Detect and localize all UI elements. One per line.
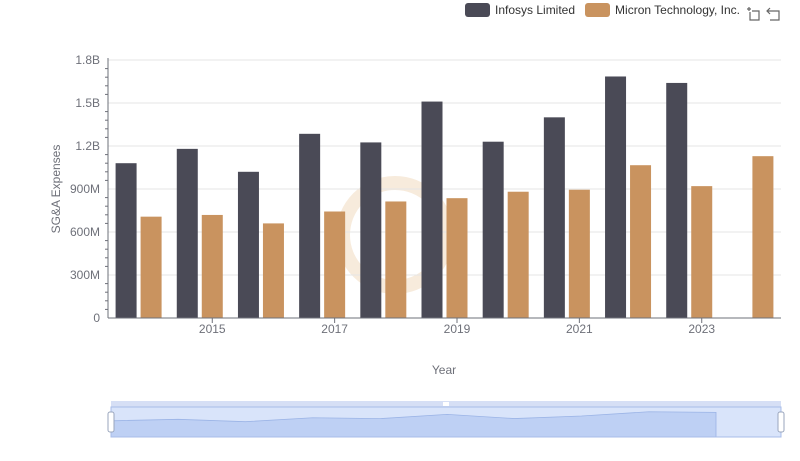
x-tick-label: 2021 (566, 322, 593, 336)
axes (105, 58, 781, 323)
bar-infosys-2018[interactable] (360, 142, 382, 318)
bar-infosys-2020[interactable] (482, 141, 504, 318)
bar-micron-2014[interactable] (140, 216, 162, 318)
x-axis-tick-labels: 2015 2017 2019 2021 2023 (199, 322, 715, 336)
bar-micron-2022[interactable] (630, 165, 652, 318)
zoom-handle-left[interactable] (107, 411, 115, 433)
y-tick-label: 0 (93, 311, 100, 325)
bar-micron-2015[interactable] (201, 214, 223, 318)
zoom-handle-right[interactable] (777, 411, 785, 433)
y-tick-label: 600M (70, 225, 100, 239)
bar-micron-2017[interactable] (324, 211, 346, 318)
bar-micron-2021[interactable] (568, 189, 590, 318)
bar-micron-2019[interactable] (446, 198, 468, 318)
x-tick-label: 2019 (444, 322, 471, 336)
x-tick-label: 2017 (321, 322, 348, 336)
bar-infosys-2021[interactable] (543, 117, 565, 318)
legend-item-micron[interactable]: Micron Technology, Inc. (585, 3, 740, 17)
bar-infosys-2022[interactable] (605, 76, 627, 318)
bar-micron-2016[interactable] (262, 223, 284, 318)
data-zoom-slider[interactable] (107, 401, 785, 438)
bar-infosys-2019[interactable] (421, 101, 443, 318)
zoom-preview-area (110, 411, 717, 438)
bar-micron-2023[interactable] (691, 186, 713, 318)
y-axis-tick-labels: 0 300M 600M 900M 1.2B 1.5B 1.8B (70, 53, 100, 325)
legend-swatch-infosys (465, 3, 490, 17)
x-tick-label: 2015 (199, 322, 226, 336)
y-tick-label: 300M (70, 268, 100, 282)
x-tick-label: 2023 (688, 322, 715, 336)
y-tick-label: 1.8B (75, 53, 100, 67)
bar-infosys-2023[interactable] (666, 82, 688, 318)
bar-infosys-2014[interactable] (115, 163, 137, 318)
legend-label-infosys: Infosys Limited (495, 3, 576, 17)
y-axis-title: SG&A Expenses (49, 145, 63, 234)
y-tick-label: 900M (70, 182, 100, 196)
chart-toolbox (746, 6, 782, 22)
legend-label-micron: Micron Technology, Inc. (615, 3, 740, 17)
bar-micron-2024[interactable] (752, 156, 774, 318)
restore-icon[interactable] (766, 6, 782, 22)
bar-infosys-2015[interactable] (176, 148, 198, 318)
bar-micron-2020[interactable] (507, 191, 529, 318)
bars (115, 76, 774, 318)
zoom-icon[interactable] (746, 6, 762, 22)
bar-infosys-2017[interactable] (299, 133, 321, 318)
y-tick-label: 1.2B (75, 139, 100, 153)
x-axis-title: Year (432, 363, 456, 377)
zoom-selection[interactable] (110, 406, 782, 438)
chart-legend: Infosys Limited Micron Technology, Inc. (465, 3, 750, 17)
bar-infosys-2016[interactable] (237, 171, 259, 318)
zoom-grip-icon[interactable] (443, 402, 449, 406)
legend-swatch-micron (585, 3, 611, 17)
bar-micron-2018[interactable] (385, 201, 407, 318)
y-tick-label: 1.5B (75, 96, 100, 110)
legend-item-infosys[interactable]: Infosys Limited (465, 3, 575, 17)
